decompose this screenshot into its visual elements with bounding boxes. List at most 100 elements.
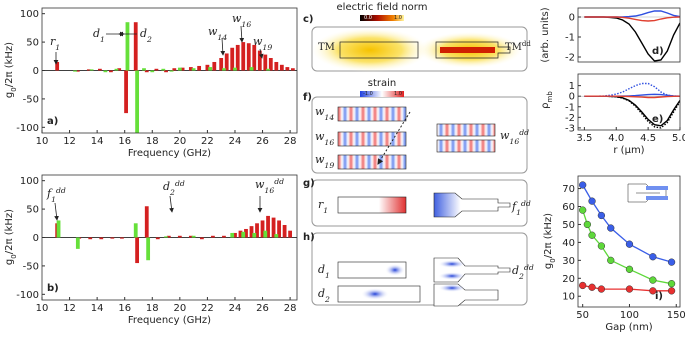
x-tick-label: 4.0 xyxy=(608,133,624,144)
symbol-sub: 14 xyxy=(217,33,227,42)
bar xyxy=(208,67,213,71)
bar xyxy=(188,67,193,71)
annotation: d1 xyxy=(93,27,105,44)
symbol-rest: /2π (kHz) xyxy=(4,42,15,87)
bar xyxy=(252,44,257,71)
colorbar xyxy=(360,15,404,21)
series-line xyxy=(584,10,680,18)
symbol-base: w xyxy=(255,178,265,191)
mode-lobe xyxy=(361,288,389,300)
symbol-rest: /2π (kHz) xyxy=(543,213,554,258)
x-tick-label: 24 xyxy=(229,136,242,147)
inset-sketch xyxy=(627,183,668,203)
point xyxy=(579,206,587,214)
bar xyxy=(150,70,155,73)
bar xyxy=(277,220,281,238)
colorbar-min: 0.0 xyxy=(364,15,372,21)
symbol-base: g xyxy=(543,263,554,269)
colorbar-min: -1.0 xyxy=(363,91,373,97)
mode-lobe xyxy=(646,196,668,200)
x-tick-label: 24 xyxy=(229,303,242,314)
point xyxy=(588,231,596,239)
bar xyxy=(55,61,60,71)
point xyxy=(625,285,634,293)
x-axis-label: r (μm) xyxy=(613,145,644,156)
colorbar xyxy=(360,91,404,97)
bar xyxy=(191,235,196,238)
panel-label: d) xyxy=(652,46,664,57)
bar xyxy=(249,67,254,71)
y-axis-label: g0/2π (kHz) xyxy=(4,42,18,98)
y-tick-label: -100 xyxy=(16,123,39,134)
symbol-sub: 1 xyxy=(55,43,60,52)
symbol-base: r xyxy=(318,198,324,211)
bar xyxy=(268,58,273,71)
symbol-sup: dd xyxy=(175,179,185,188)
bar xyxy=(172,68,177,71)
symbol-sub: 16 xyxy=(264,186,274,195)
y-tick-label: 0 xyxy=(33,66,39,77)
point xyxy=(649,276,657,284)
annotation: f1dd xyxy=(46,186,66,204)
plot-area xyxy=(578,10,680,62)
plot-frame xyxy=(577,175,681,308)
panel-label: a) xyxy=(47,116,58,127)
series-line xyxy=(584,95,680,127)
symbol-base: TM xyxy=(318,42,335,53)
y-tick-label: 0 xyxy=(569,13,575,24)
symbol-base: g xyxy=(4,259,15,265)
x-tick-label: 100 xyxy=(620,310,639,321)
symbol-base: TM xyxy=(505,42,522,53)
bar xyxy=(222,235,226,238)
series-line xyxy=(584,16,680,22)
x-tick-label: 16 xyxy=(118,303,131,314)
bar xyxy=(249,226,254,238)
x-tick-label: 12 xyxy=(63,303,76,314)
y-tick-label: 50 xyxy=(26,38,39,49)
x-tick-label: 22 xyxy=(201,303,214,314)
point xyxy=(597,285,606,293)
y-tick-label: -2 xyxy=(565,53,575,64)
point xyxy=(583,220,592,229)
point xyxy=(588,197,596,205)
symbol-base: w xyxy=(208,25,218,38)
x-tick-label: 10 xyxy=(36,136,49,147)
annotation: r1 xyxy=(50,35,60,52)
bar xyxy=(263,230,268,238)
panel-label: f) xyxy=(303,92,312,103)
symbol-base: d xyxy=(163,180,170,193)
mode-label: w19 xyxy=(315,153,334,170)
x-tick-label: 12 xyxy=(63,136,76,147)
annotation-arrow xyxy=(169,195,174,213)
bar xyxy=(219,58,224,71)
bar xyxy=(109,70,113,73)
bar xyxy=(133,22,138,71)
symbol-base: w xyxy=(315,153,325,166)
x-tick-label: 18 xyxy=(146,136,159,147)
x-axis-label: Frequency (GHz) xyxy=(128,315,211,326)
plot-area xyxy=(42,22,297,133)
bar xyxy=(241,231,246,238)
symbol-base: g xyxy=(4,92,15,98)
bar xyxy=(238,230,243,238)
symbol-base: f xyxy=(46,187,53,200)
symbol-sub: 0 xyxy=(10,254,18,258)
x-tick-label: 150 xyxy=(667,310,685,321)
bar xyxy=(266,215,270,238)
symbol-sub: 2 xyxy=(324,295,330,304)
y-axis-label: g0/2π (kHz) xyxy=(543,213,557,269)
y-tick-label: -50 xyxy=(23,94,39,105)
y-axis-label: g0/2π (kHz) xyxy=(4,209,18,265)
bar xyxy=(244,228,248,238)
bar xyxy=(110,237,115,239)
series-line xyxy=(584,95,680,99)
mode-lobe xyxy=(385,264,405,276)
mode-profile xyxy=(436,123,496,137)
mode-lobe xyxy=(438,272,466,280)
series-line xyxy=(584,16,680,62)
mode-lobe xyxy=(438,260,466,268)
mode-label: TMdd xyxy=(505,40,531,53)
colorbar-max: 1.0 xyxy=(394,15,402,21)
x-tick-label: 28 xyxy=(284,303,297,314)
bar xyxy=(246,43,251,71)
